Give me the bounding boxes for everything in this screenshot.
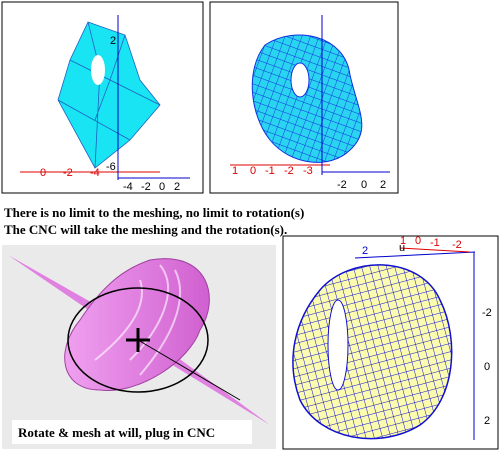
caption: The CNC will take the meshing and the ro… (4, 222, 287, 237)
tick-label: 0 (361, 179, 367, 191)
tick-label: 0 (250, 165, 256, 177)
axis (354, 251, 476, 259)
tick-label: 0 (159, 181, 165, 193)
overlay-label: Rotate & mesh at will, plug in CNC (18, 425, 215, 440)
tick-label: -2 (482, 307, 492, 319)
tick-label: 2 (484, 415, 490, 427)
panel-rotated: Rotate & mesh at will, plug in CNC (2, 245, 276, 449)
surface (64, 258, 210, 391)
hole (327, 299, 349, 391)
tick-label: 0 (415, 235, 421, 247)
rotation-circle (67, 287, 209, 393)
hole (91, 55, 105, 85)
panel-faceted: 0 -2 -4 -4 -2 0 2 -6 2 (1, 1, 204, 194)
label-box (12, 420, 252, 444)
tick-label: u (399, 242, 405, 254)
axis (137, 339, 241, 401)
tick-label: -2 (452, 239, 462, 251)
axis (399, 247, 471, 253)
tick-label: -2 (337, 179, 347, 191)
tick-label: 1 (232, 165, 238, 177)
panel-yellow: u 1 0 -1 -2 2 -2 0 2 (282, 235, 499, 450)
tick-label: -4 (90, 167, 100, 179)
caption: There is no limit to the meshing, no lim… (4, 205, 304, 220)
tick-label: -2 (63, 167, 73, 179)
tick-label: 1 (400, 235, 406, 247)
tick-label: 0 (484, 361, 490, 373)
hole (290, 62, 310, 98)
tick-label: 0 (40, 167, 46, 179)
tick-label: -2 (284, 165, 294, 177)
tick-label: 2 (380, 179, 386, 191)
tick-label: -3 (303, 165, 313, 177)
panel-meshed: 1 0 -1 -2 -3 -2 0 2 (209, 1, 399, 194)
tick-label: -1 (265, 165, 275, 177)
tick-label: 2 (362, 245, 368, 257)
tick-label: -2 (141, 181, 151, 193)
tick-label: 2 (110, 35, 116, 47)
tick-label: 2 (174, 181, 180, 193)
tick-label: -1 (430, 237, 440, 249)
tick-label: -6 (106, 161, 116, 173)
surface (251, 34, 363, 163)
tick-label: -4 (123, 181, 133, 193)
